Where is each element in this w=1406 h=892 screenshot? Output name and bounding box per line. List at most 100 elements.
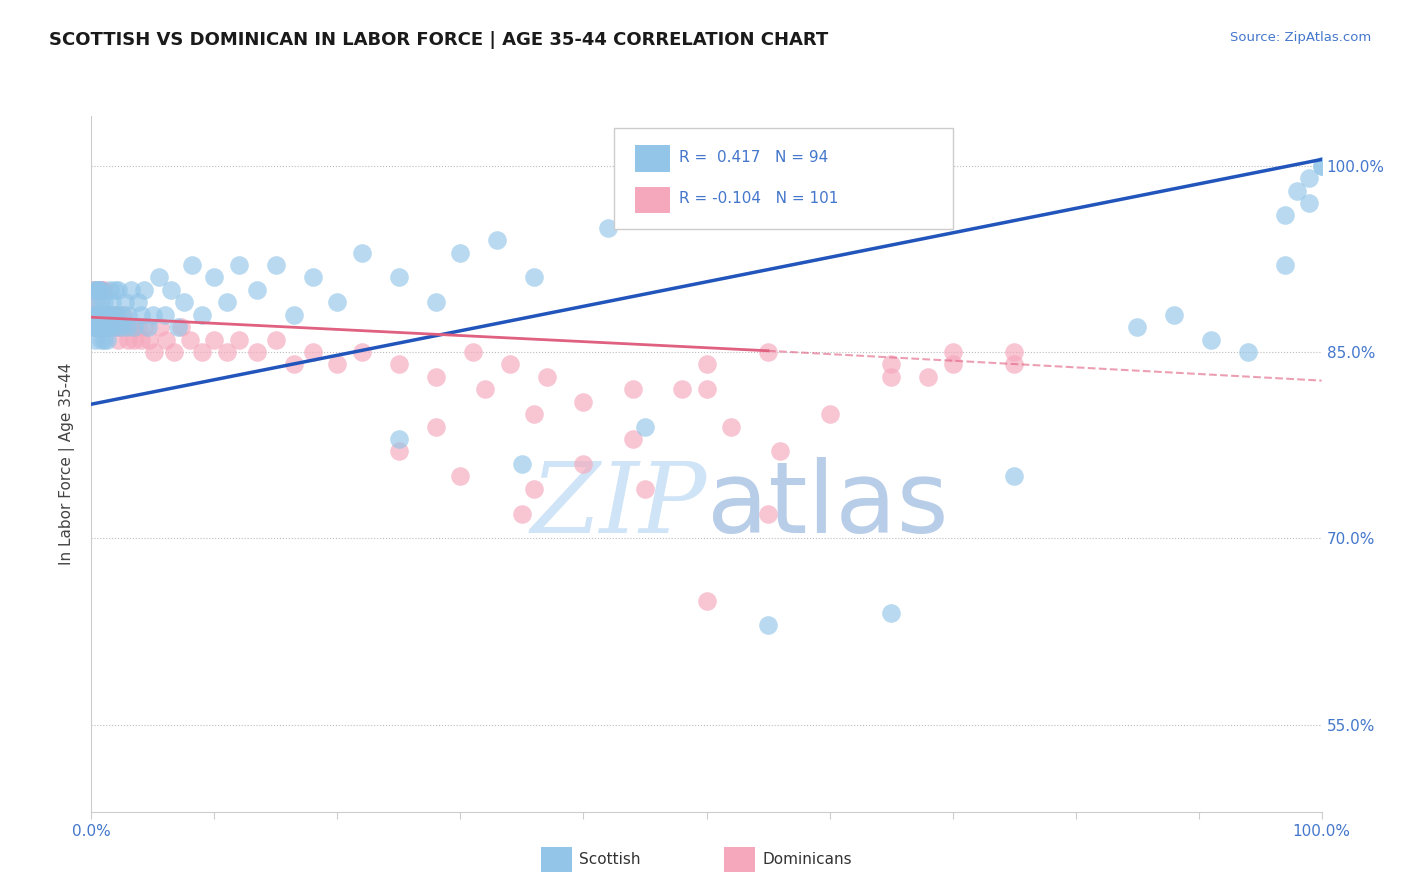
Point <box>91 283 114 297</box>
Point <box>136 320 159 334</box>
Point <box>82 320 104 334</box>
Point <box>96 308 118 322</box>
Point <box>97 308 120 322</box>
Point <box>449 245 471 260</box>
Point <box>94 308 117 322</box>
Point <box>87 320 110 334</box>
Point <box>143 345 166 359</box>
Point <box>112 308 135 322</box>
Point <box>90 320 112 334</box>
Point <box>84 295 107 310</box>
Point <box>82 283 104 297</box>
Point <box>124 333 146 347</box>
Point <box>96 320 118 334</box>
Point <box>105 320 128 334</box>
Point <box>388 270 411 285</box>
Point <box>98 320 121 334</box>
Point <box>107 333 129 347</box>
Point <box>1298 196 1320 211</box>
Point <box>941 345 963 359</box>
Point <box>326 295 349 310</box>
Point <box>621 382 644 396</box>
Point <box>148 270 170 285</box>
Point <box>1002 345 1025 359</box>
Point <box>191 308 214 322</box>
Point <box>449 469 471 483</box>
Text: Dominicans: Dominicans <box>762 853 852 867</box>
Point <box>461 345 484 359</box>
Point <box>89 320 111 334</box>
Point <box>96 308 117 322</box>
Point <box>283 358 305 372</box>
Point <box>572 457 595 471</box>
Point <box>84 320 107 334</box>
Point <box>87 283 110 297</box>
Point <box>134 283 156 297</box>
Point <box>818 407 841 421</box>
Point <box>202 270 225 285</box>
Point <box>596 220 619 235</box>
Point <box>695 382 717 396</box>
Point <box>1002 358 1025 372</box>
Point <box>769 444 792 458</box>
Bar <box>636 145 669 171</box>
Point <box>191 345 214 359</box>
Point <box>86 283 108 297</box>
Point <box>96 320 117 334</box>
Point <box>90 295 112 310</box>
Point <box>84 333 107 347</box>
Point <box>105 320 127 334</box>
Point <box>155 333 177 347</box>
Point <box>98 308 121 322</box>
Point <box>138 333 160 347</box>
Point <box>1285 184 1308 198</box>
Point <box>86 320 108 334</box>
Point <box>228 258 250 272</box>
Point <box>246 345 269 359</box>
Point <box>756 618 779 632</box>
Point <box>87 308 110 322</box>
Point <box>1310 159 1333 173</box>
Point <box>671 382 693 396</box>
Point <box>89 283 111 297</box>
Point <box>215 295 238 310</box>
Point <box>84 283 107 297</box>
Point <box>124 320 146 334</box>
Point <box>720 419 742 434</box>
Point <box>83 320 105 334</box>
Point <box>425 419 447 434</box>
Point <box>695 358 717 372</box>
Point <box>93 320 115 334</box>
Point <box>173 295 195 310</box>
Point <box>96 320 117 334</box>
Point <box>86 283 108 297</box>
Point <box>101 295 124 310</box>
Point <box>170 320 193 334</box>
Point <box>634 482 657 496</box>
Point <box>228 333 250 347</box>
Point <box>94 320 117 334</box>
Point <box>388 358 411 372</box>
Text: atlas: atlas <box>706 457 948 554</box>
Y-axis label: In Labor Force | Age 35-44: In Labor Force | Age 35-44 <box>59 363 76 565</box>
Point <box>572 394 595 409</box>
Text: R =  0.417   N = 94: R = 0.417 N = 94 <box>679 150 828 164</box>
Point <box>880 358 903 372</box>
Text: ZIP: ZIP <box>530 458 706 553</box>
Point <box>111 308 134 322</box>
Point <box>941 358 963 372</box>
Point <box>86 320 108 334</box>
Point <box>87 308 110 322</box>
Point <box>149 320 172 334</box>
Point <box>86 308 108 322</box>
Point <box>93 283 115 297</box>
Point <box>166 320 188 334</box>
Point <box>93 333 115 347</box>
Point <box>621 432 644 446</box>
Point <box>510 457 533 471</box>
Point <box>474 382 496 396</box>
Point <box>84 308 107 322</box>
Bar <box>636 187 669 213</box>
Point <box>160 283 183 297</box>
Point <box>86 308 108 322</box>
